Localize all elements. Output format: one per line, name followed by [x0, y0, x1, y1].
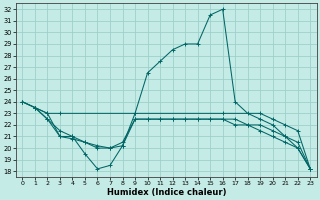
- X-axis label: Humidex (Indice chaleur): Humidex (Indice chaleur): [107, 188, 226, 197]
